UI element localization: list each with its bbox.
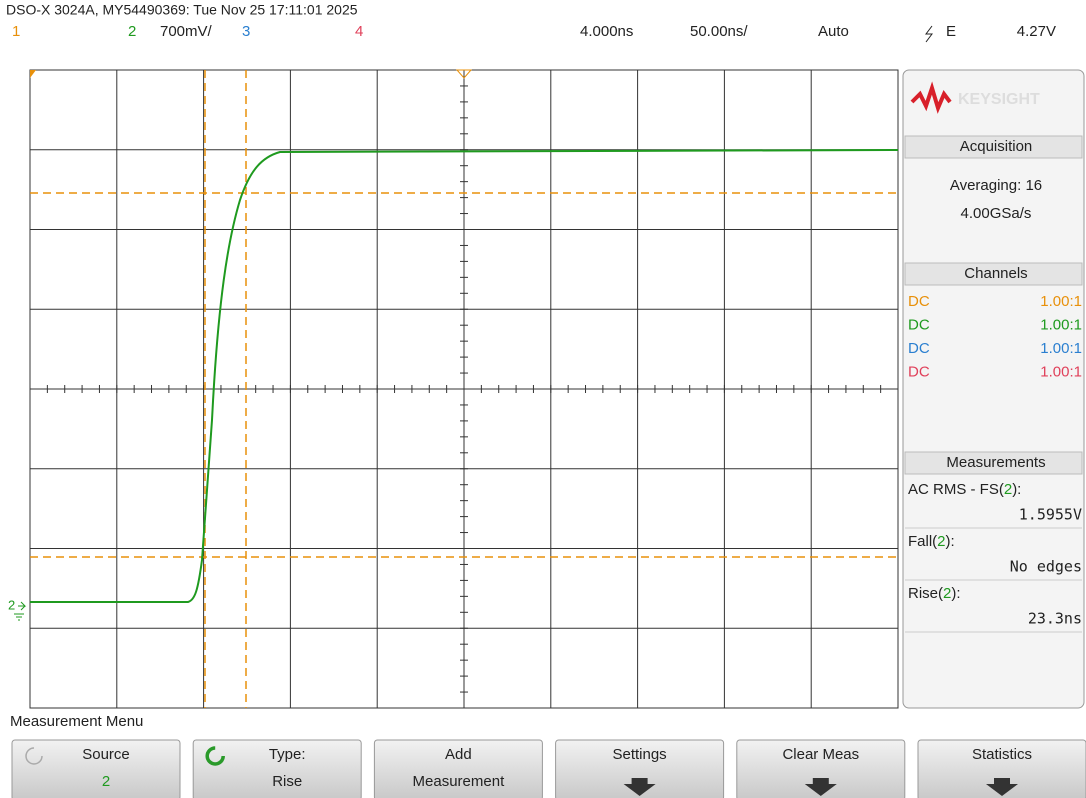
meas-label: AC RMS - FS(2): — [908, 481, 1021, 498]
button-label: Statistics — [972, 746, 1032, 763]
meas-label-part: ): — [946, 533, 955, 550]
menu-button[interactable] — [373, 739, 543, 798]
probe: 1.00:1 — [1040, 293, 1082, 310]
section-header — [904, 135, 1083, 159]
menu-button[interactable] — [555, 739, 725, 798]
meas-value: No edges — [1010, 558, 1082, 576]
ch2-scale: 700mV/ — [160, 23, 213, 40]
button-label: Clear Meas — [782, 746, 859, 763]
button-label: Settings — [612, 746, 666, 763]
coupling: DC — [908, 316, 930, 333]
coupling: DC — [908, 340, 930, 357]
side-panel — [902, 69, 1085, 709]
button-arrow — [986, 778, 1018, 796]
button-label: Add — [445, 746, 472, 763]
menu-button[interactable] — [736, 739, 906, 798]
meas-label-part: Rise( — [908, 585, 943, 602]
meas-label-part: 2 — [943, 585, 951, 602]
coupling: DC — [908, 293, 930, 310]
ch1-marker — [30, 70, 36, 78]
meas-label-part: 2 — [937, 533, 945, 550]
meas-label-part: ): — [951, 585, 960, 602]
section-header — [904, 451, 1083, 475]
button-arrow — [623, 778, 656, 796]
acq-rate: 4.00GSa/s — [961, 205, 1032, 222]
menu-title: Measurement Menu — [10, 713, 143, 730]
menu-button[interactable] — [917, 739, 1086, 798]
ch3: 3 — [242, 23, 250, 40]
logo-icon — [910, 81, 952, 114]
logo: KEYSIGHT — [958, 91, 1040, 108]
acq-mode: Averaging: 16 — [950, 177, 1042, 194]
channels-title: Channels — [964, 265, 1027, 282]
ground-icon — [14, 601, 27, 621]
ground-marker: 2 — [8, 597, 15, 612]
meas-label-part: ): — [1012, 481, 1021, 498]
button-value: Rise — [272, 773, 302, 790]
trigger-type: E — [946, 23, 956, 40]
acq-title: Acquisition — [960, 138, 1033, 155]
probe: 1.00:1 — [1040, 316, 1082, 333]
trigger-icon — [925, 25, 933, 43]
button-label: Type: — [269, 746, 306, 763]
button-arrow — [804, 778, 837, 796]
waveform — [30, 149, 899, 603]
ch4: 4 — [355, 23, 363, 40]
menu-button[interactable] — [11, 739, 181, 798]
button-value: 2 — [102, 773, 110, 790]
meas-label-part: Fall( — [908, 533, 937, 550]
title: DSO-X 3024A, MY54490369: Tue Nov 25 17:1… — [6, 2, 358, 18]
meas-title: Measurements — [946, 454, 1045, 471]
coupling: DC — [908, 363, 930, 380]
delay: 4.000ns — [580, 23, 633, 40]
meas-value: 1.5955V — [1019, 506, 1082, 524]
meas-label-part: 2 — [1004, 481, 1012, 498]
probe: 1.00:1 — [1040, 363, 1082, 380]
button-value: Measurement — [413, 773, 506, 790]
section-header — [904, 262, 1083, 286]
timebase: 50.00ns/ — [690, 23, 748, 40]
button-icon — [205, 746, 225, 766]
meas-label-part: AC RMS - FS( — [908, 481, 1004, 498]
trigger-mode: Auto — [818, 23, 849, 40]
button-label: Source — [82, 746, 130, 763]
trigger-pos-marker — [455, 69, 473, 79]
button-icon — [25, 747, 43, 765]
meas-label: Rise(2): — [908, 585, 961, 602]
probe: 1.00:1 — [1040, 340, 1082, 357]
trigger-level: 4.27V — [1017, 23, 1056, 40]
meas-label: Fall(2): — [908, 533, 955, 550]
ch2: 2 — [128, 23, 136, 40]
meas-value: 23.3ns — [1028, 610, 1082, 628]
ch1: 1 — [12, 23, 20, 40]
graticule — [29, 69, 899, 709]
menu-button[interactable] — [192, 739, 362, 798]
